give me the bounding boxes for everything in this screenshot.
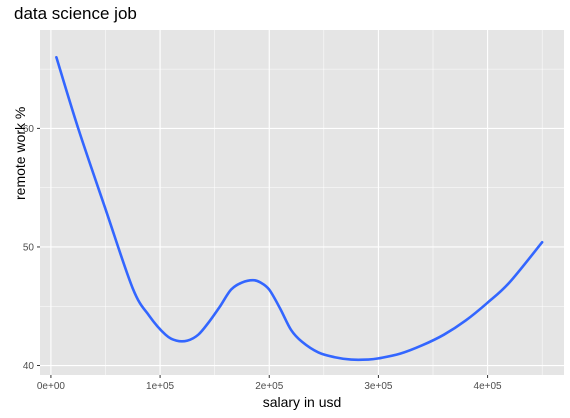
x-axis-label: salary in usd	[262, 394, 342, 410]
y-tick-label: 40	[23, 361, 35, 372]
y-axis-label: remote work %	[12, 106, 28, 200]
x-tick-label: 4e+05	[474, 381, 503, 392]
y-tick-label: 60	[23, 124, 35, 135]
x-tick-label: 2e+05	[255, 381, 284, 392]
x-tick-label: 3e+05	[364, 381, 393, 392]
x-tick-label: 1e+05	[146, 381, 175, 392]
y-tick-label: 50	[23, 242, 35, 253]
series-line	[55, 55, 544, 362]
x-tick-label: 0e+00	[37, 381, 66, 392]
plot-panel	[40, 30, 564, 375]
chart-title: data science job	[14, 4, 137, 23]
